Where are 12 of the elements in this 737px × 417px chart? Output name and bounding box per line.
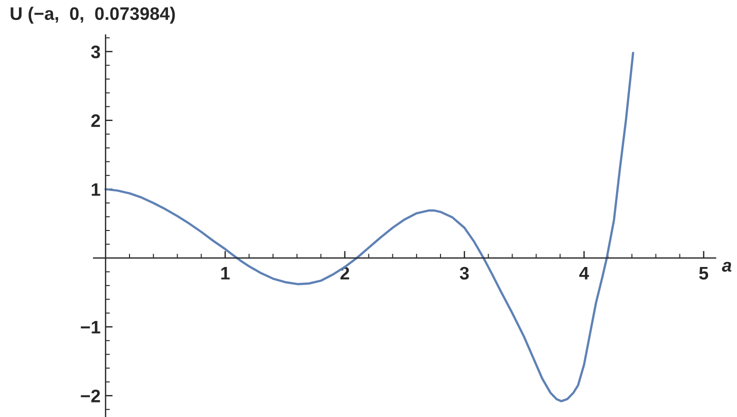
y-axis-title: U (−a, 0, 0.073984) [10,6,175,24]
line-series [104,52,634,402]
x-tick-label: 4 [579,267,589,280]
y-tick-label: 3 [91,45,100,58]
y-tick-label: 2 [91,114,100,127]
x-axis-title: a [722,262,732,272]
x-tick-label: 5 [699,267,708,280]
y-tick-label: 1 [92,183,100,196]
x-tick-label: 1 [221,267,230,280]
x-tick-label: 3 [460,266,469,280]
y-tick-label: −2 [80,390,100,402]
y-tick-label: −1 [80,320,100,334]
